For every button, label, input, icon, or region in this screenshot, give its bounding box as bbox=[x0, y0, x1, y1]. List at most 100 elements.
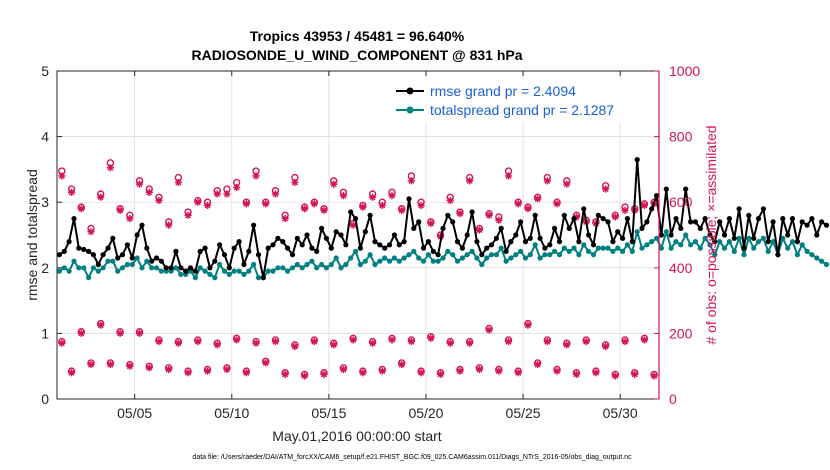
obs-assimilated-point bbox=[339, 365, 348, 374]
x-tick-label: 05/30 bbox=[603, 405, 638, 421]
rmse-point bbox=[231, 245, 237, 251]
obs-assimilated-stroke bbox=[486, 212, 493, 219]
obs-assimilated-stroke bbox=[476, 366, 483, 373]
rmse-point bbox=[221, 252, 228, 258]
obs-assimilated-stroke bbox=[573, 371, 580, 378]
obs-assimilated-stroke bbox=[301, 205, 308, 212]
rmse-point bbox=[590, 242, 597, 248]
rmse-point bbox=[56, 252, 63, 258]
obs-assimilated-point bbox=[145, 364, 153, 372]
obs-assimilated-stroke bbox=[282, 371, 289, 378]
obs-assimilated-point bbox=[427, 334, 435, 342]
rmse-point bbox=[139, 222, 145, 228]
obs-assimilated-stroke bbox=[408, 177, 415, 184]
totalspread-point bbox=[280, 265, 286, 271]
totalspread-point bbox=[153, 265, 160, 271]
rmse-point bbox=[469, 209, 475, 215]
totalspread-point bbox=[440, 255, 446, 261]
rmse-point bbox=[95, 261, 101, 268]
y-axis-left: 0 1 2 3 4 5 bbox=[41, 63, 62, 407]
obs-assimilated-stroke bbox=[612, 213, 619, 220]
obs-assimilated-stroke bbox=[233, 184, 240, 191]
totalspread-point bbox=[348, 255, 354, 261]
rmse-point bbox=[571, 216, 577, 222]
totalspread-point bbox=[503, 258, 509, 264]
totalspread-point bbox=[338, 265, 344, 271]
obs-assimilated-stroke bbox=[262, 200, 269, 207]
obs-assimilated-stroke bbox=[97, 194, 104, 201]
obs-assimilated-stroke bbox=[350, 222, 357, 229]
obs-assimilated-stroke bbox=[301, 373, 308, 380]
rmse-point bbox=[513, 232, 519, 238]
totalspread-point bbox=[377, 258, 383, 264]
obs-assimilated-point bbox=[446, 196, 454, 205]
obs-assimilated-point bbox=[116, 329, 124, 337]
totalspread-point bbox=[246, 268, 252, 274]
rmse-point bbox=[751, 235, 757, 241]
rmse-point bbox=[299, 242, 305, 248]
rmse-point bbox=[119, 252, 126, 258]
rmse-point bbox=[484, 245, 490, 251]
obs-assimilated-stroke bbox=[243, 200, 250, 207]
totalspread-point bbox=[236, 268, 242, 274]
rmse-point bbox=[692, 219, 699, 225]
obs-assimilated-stroke bbox=[563, 181, 570, 188]
obs-assimilated-point bbox=[242, 369, 250, 377]
obs-assimilated-point bbox=[417, 369, 425, 377]
obs-assimilated-stroke bbox=[408, 338, 415, 345]
rmse-point bbox=[503, 248, 509, 254]
totalspread-point bbox=[178, 271, 184, 277]
rmse-point bbox=[115, 255, 121, 261]
rmse-point bbox=[173, 248, 179, 254]
obs-assimilated-point bbox=[213, 190, 221, 198]
obs-assimilated-point bbox=[165, 221, 173, 229]
obs-assimilated-stroke bbox=[165, 366, 172, 373]
obs-assimilated-stroke bbox=[476, 227, 483, 234]
obs-assimilated-stroke bbox=[456, 210, 463, 217]
totalspread-point bbox=[333, 255, 339, 261]
rmse-point bbox=[153, 255, 160, 261]
obs-assimilated-stroke bbox=[97, 322, 104, 329]
totalspread-point bbox=[702, 235, 708, 241]
x-tick-label: 05/20 bbox=[408, 405, 443, 421]
obs-assimilated-point bbox=[650, 372, 658, 380]
rmse-point bbox=[328, 245, 334, 251]
rmse-point bbox=[100, 252, 106, 258]
obs-assimilated-point bbox=[320, 206, 328, 214]
rmse-point bbox=[294, 235, 300, 241]
obs-assimilated-stroke bbox=[78, 330, 85, 337]
totalspread-point bbox=[518, 248, 524, 254]
rmse-point bbox=[746, 212, 752, 218]
rmse-point bbox=[721, 232, 728, 238]
obs-assimilated-point bbox=[407, 338, 416, 346]
totalspread-point bbox=[644, 242, 650, 248]
totalspread-point bbox=[420, 258, 427, 264]
totalspread-point bbox=[513, 252, 519, 258]
obs-assimilated-stroke bbox=[505, 172, 512, 179]
rmse-point bbox=[561, 212, 567, 218]
obs-assimilated-point bbox=[233, 336, 241, 344]
totalspread-point bbox=[522, 255, 529, 261]
totalspread-point bbox=[755, 239, 762, 245]
rmse-point bbox=[518, 219, 524, 225]
totalspread-point bbox=[721, 245, 728, 251]
rmse-point bbox=[435, 252, 441, 258]
obs-assimilated-point bbox=[534, 195, 542, 203]
obs-assimilated-point bbox=[67, 369, 76, 377]
totalspread-point bbox=[741, 252, 747, 258]
rmse-point bbox=[333, 229, 339, 235]
obs-assimilated-point bbox=[466, 177, 474, 185]
rmse-point bbox=[81, 246, 87, 252]
totalspread-point bbox=[819, 258, 825, 264]
totalspread-point bbox=[605, 245, 611, 251]
totalspread-point bbox=[129, 261, 135, 268]
obs-assimilated-point bbox=[456, 367, 464, 375]
totalspread-point bbox=[454, 258, 461, 264]
obs-assimilated-point bbox=[368, 339, 377, 347]
totalspread-point bbox=[794, 252, 801, 258]
totalspread-point bbox=[610, 248, 616, 254]
rmse-point bbox=[129, 255, 135, 261]
obs-assimilated-point bbox=[97, 193, 105, 201]
totalspread-point bbox=[445, 248, 451, 254]
totalspread-point bbox=[382, 255, 388, 261]
